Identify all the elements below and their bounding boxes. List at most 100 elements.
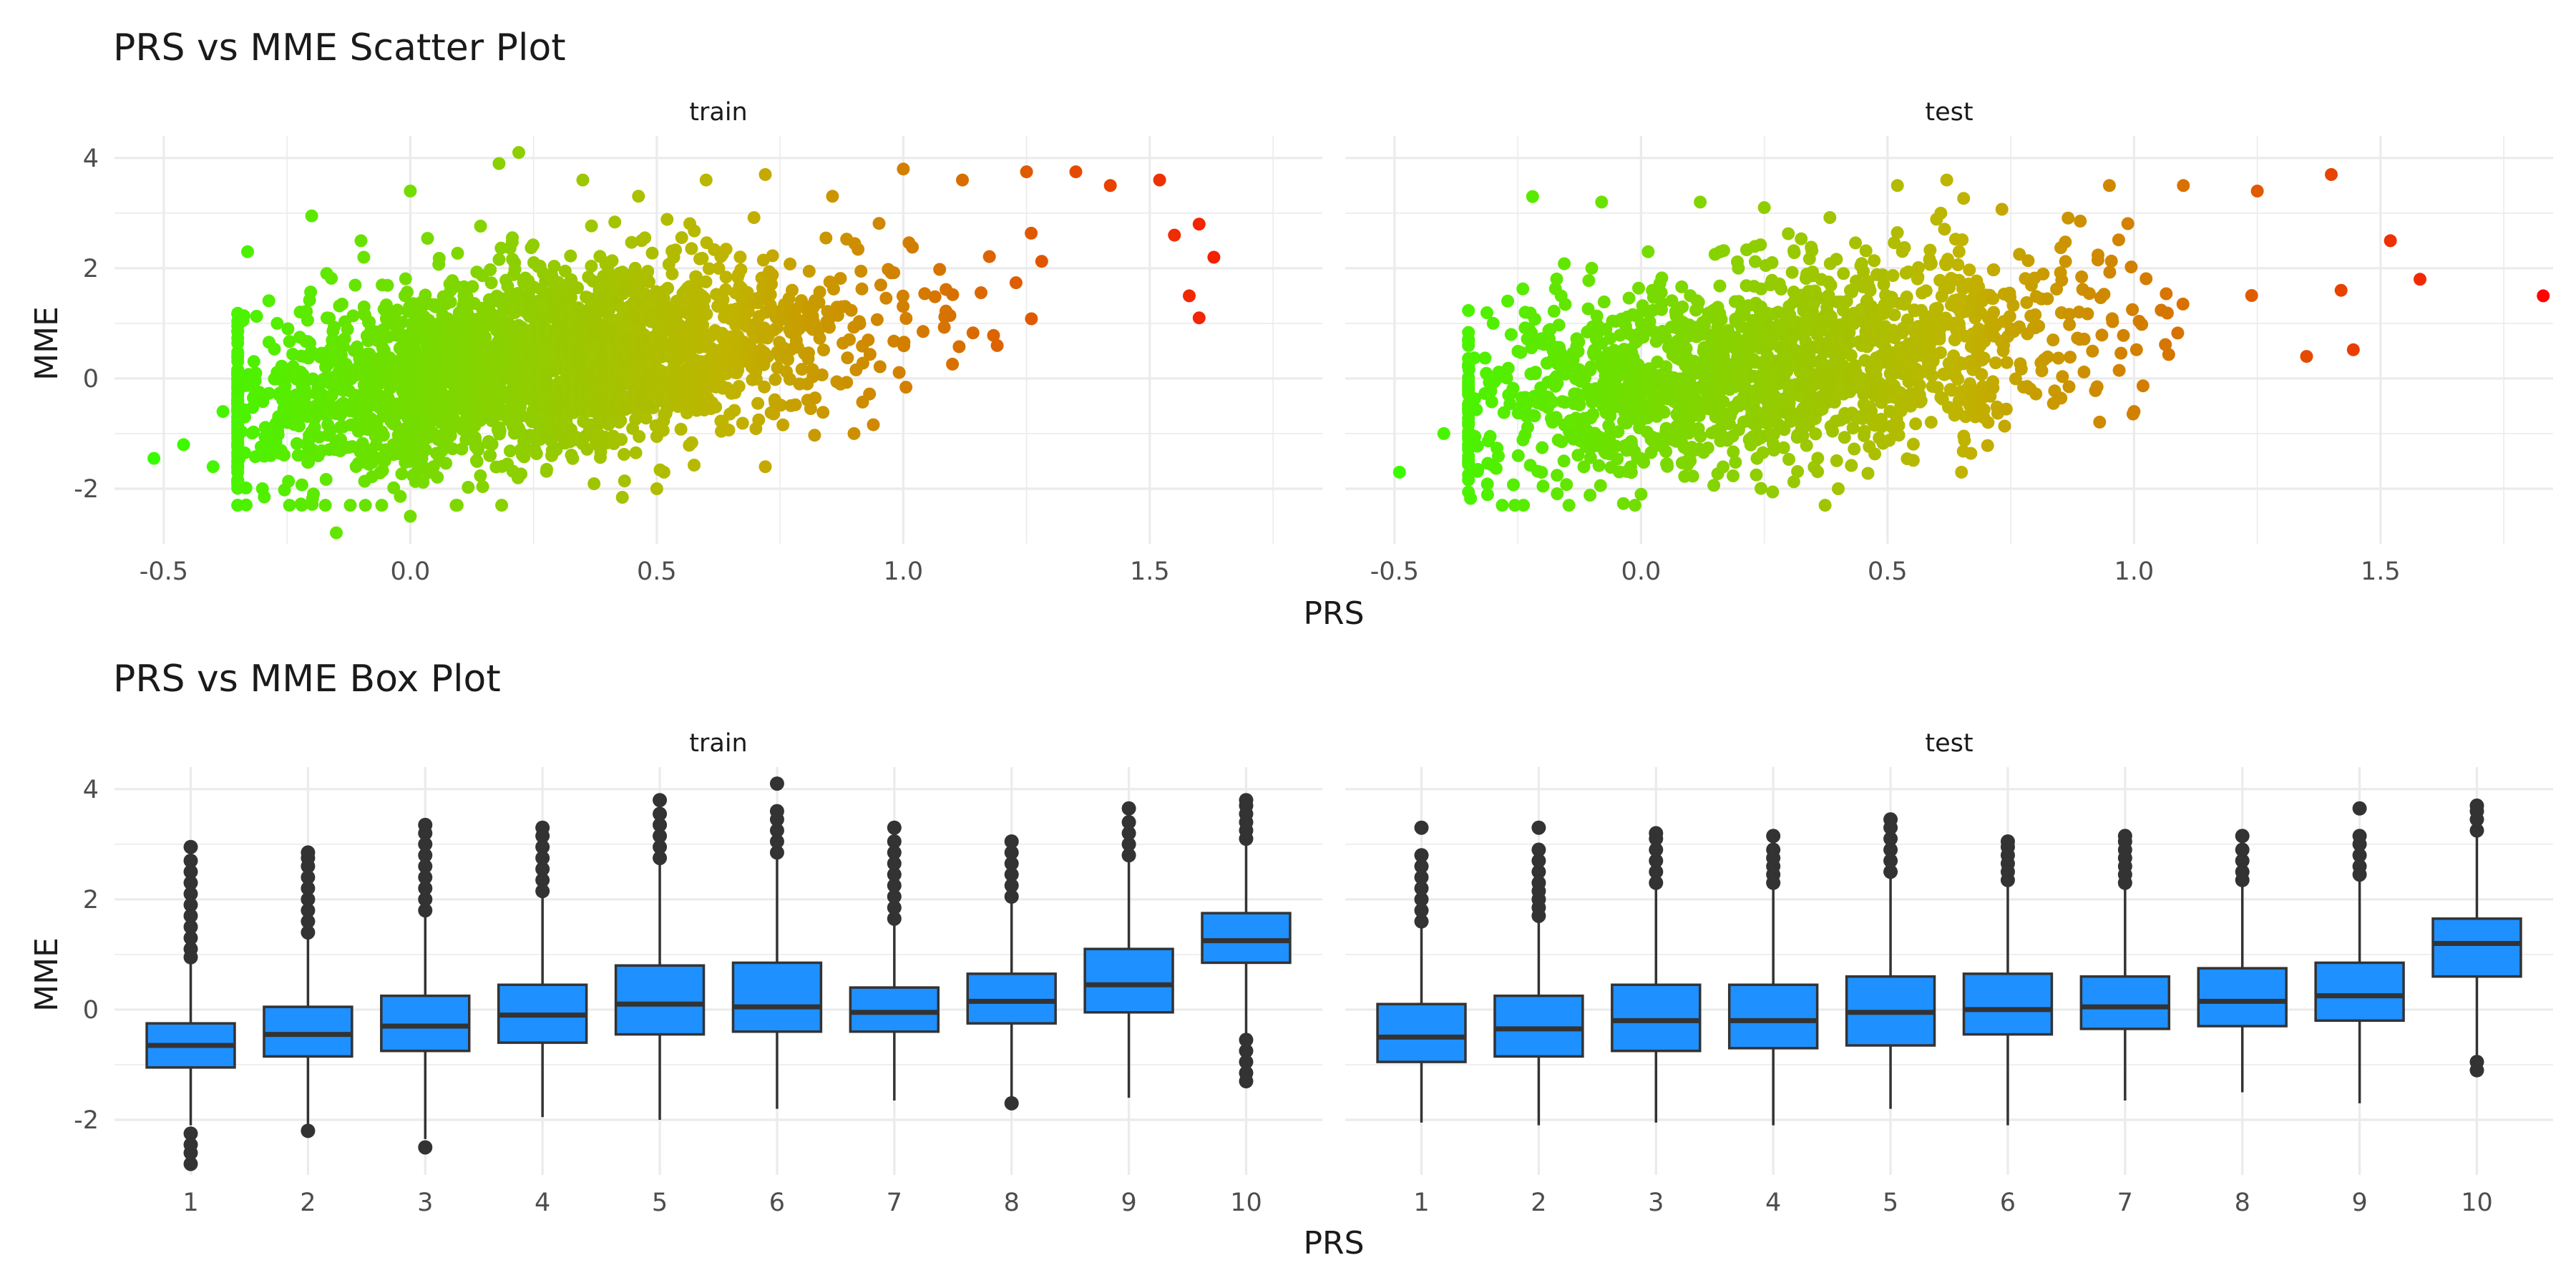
scatter-point <box>608 215 622 229</box>
scatter-point <box>946 357 960 371</box>
scatter-point <box>736 416 749 430</box>
scatter-point <box>1035 255 1048 268</box>
scatter-point <box>2090 380 2104 394</box>
x-tick-label: 9 <box>1121 1189 1136 1217</box>
scatter-point <box>295 478 308 492</box>
box-outlier <box>2000 834 2015 849</box>
scatter-point <box>887 266 901 280</box>
box-iqr <box>614 964 706 1036</box>
scatter-point <box>470 454 484 468</box>
x-tick-label: 9 <box>2351 1189 2367 1217</box>
scatter-point <box>1506 381 1520 395</box>
scatter-point <box>282 474 296 488</box>
scatter-point <box>1989 356 2002 370</box>
scatter-point <box>484 449 497 462</box>
x-tick-label: 10 <box>1230 1189 1262 1217</box>
scatter-point <box>897 300 910 313</box>
scatter-point <box>255 482 269 495</box>
scatter-point <box>238 410 251 424</box>
scatter-point <box>2081 307 2094 321</box>
scatter-point <box>401 286 414 299</box>
scatter-point <box>404 509 417 523</box>
scatter-point <box>946 288 960 301</box>
scatter-point <box>231 355 245 368</box>
scatter-point <box>2104 254 2118 268</box>
scatter-point <box>615 433 628 447</box>
scatter-point <box>2135 318 2149 331</box>
scatter-point <box>620 331 634 345</box>
scatter-point <box>1692 296 1705 309</box>
scatter-point <box>699 275 713 288</box>
scatter-point <box>660 213 674 226</box>
box-outlier <box>2469 1063 2484 1078</box>
scatter-point <box>1805 244 1819 258</box>
scatter-point <box>1900 291 1913 303</box>
scatter-point <box>1547 304 1561 318</box>
scatter-point <box>2059 255 2072 268</box>
box-iqr <box>2431 917 2522 978</box>
scatter-point <box>906 240 919 254</box>
box-outlier <box>1531 820 1546 835</box>
box-iqr <box>2079 975 2171 1030</box>
scatter-point <box>585 260 598 273</box>
scatter-point <box>585 219 598 233</box>
scatter-point <box>827 282 840 296</box>
scatter-point <box>1830 253 1843 266</box>
scatter-point <box>1849 236 1863 250</box>
scatter-point <box>657 465 670 479</box>
scatter-point <box>1890 226 1904 240</box>
x-tick-label: 1.5 <box>1130 557 1170 586</box>
x-tick-label: 4 <box>535 1189 550 1217</box>
scatter-point <box>781 353 795 366</box>
scatter-point <box>812 296 826 309</box>
scatter-point <box>1981 416 1995 429</box>
scatter-point <box>1886 269 1900 283</box>
scatter-point <box>855 282 869 296</box>
scatter-point <box>897 162 910 176</box>
scatter-point <box>2077 332 2091 346</box>
scatter-point <box>1521 421 1534 434</box>
scatter-point <box>1912 261 1925 274</box>
scatter-point <box>1924 257 1938 270</box>
box-outlier <box>887 820 902 835</box>
scatter-point <box>975 286 987 300</box>
box-iqr <box>263 1005 353 1058</box>
scatter-point <box>1584 489 1597 502</box>
scatter-point <box>1025 226 1038 240</box>
scatter-point <box>1489 462 1503 475</box>
scatter-point <box>1462 363 1475 376</box>
scatter-point <box>699 173 713 187</box>
scatter-point <box>341 323 354 336</box>
scatter-point <box>439 457 453 470</box>
scatter-point <box>774 399 788 412</box>
scatter-point <box>376 429 390 442</box>
scatter-point <box>566 452 580 465</box>
scatter-point <box>879 291 893 305</box>
scatter-point <box>1597 296 1611 308</box>
scatter-point <box>2092 248 2104 262</box>
box-outlier <box>2235 829 2250 844</box>
scatter-point <box>1727 469 1740 482</box>
box-outlier <box>1239 1074 1254 1089</box>
scatter-point <box>661 281 675 295</box>
scatter-point <box>1462 303 1475 317</box>
scatter-point <box>2124 260 2138 274</box>
scatter-point <box>1661 459 1674 473</box>
scatter-point <box>1622 291 1636 305</box>
box-outlier <box>1121 801 1136 816</box>
y-tick-label: -2 <box>74 475 99 504</box>
scatter-point <box>1837 267 1850 280</box>
scatter-point <box>1517 499 1531 512</box>
scatter-point <box>638 231 652 245</box>
y-tick-label: 4 <box>83 145 99 173</box>
box-outlier <box>1004 834 1019 849</box>
scatter-point <box>1995 203 2009 216</box>
scatter-point <box>494 241 508 255</box>
scatter-point <box>2414 273 2426 286</box>
scatter-point <box>2177 179 2190 192</box>
scatter-point <box>1775 283 1788 296</box>
scatter-point <box>2082 287 2096 301</box>
x-tick-label: 8 <box>1004 1189 1020 1217</box>
